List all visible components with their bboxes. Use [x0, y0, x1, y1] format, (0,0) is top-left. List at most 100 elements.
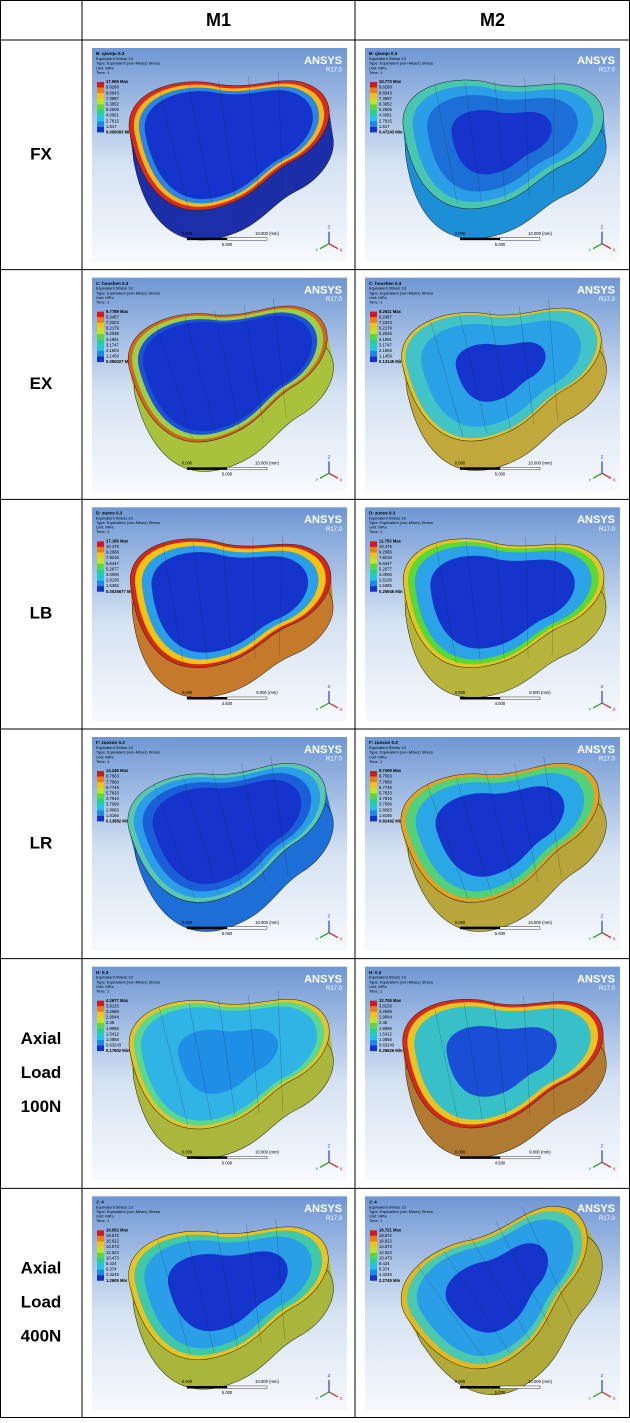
legend-swatch [370, 810, 377, 816]
legend-label: 0.009093 Min [106, 130, 132, 135]
scale-label: 10.000 (mm) [255, 920, 279, 925]
legend-swatch [97, 1012, 104, 1018]
legend-label: 5.2035 [379, 331, 392, 336]
scale-label: 10.000 (mm) [528, 231, 552, 236]
scale-bar [500, 1386, 540, 1389]
legend-label: 1.617 [106, 124, 117, 129]
legend-label: 12.523 [106, 1250, 119, 1255]
legend-swatch [370, 104, 377, 110]
legend-swatch [370, 793, 377, 799]
axis-letter: X [340, 937, 343, 942]
legend-swatch [370, 1045, 377, 1051]
figure-table: M1M2FXB: qianqu 0.3Equivalent Stress 13T… [0, 0, 630, 1418]
legend-label: 3.1747 [379, 342, 392, 347]
legend-swatch [370, 110, 377, 116]
legend-label: 1.5412 [379, 1031, 392, 1036]
legend-label: 0.26626 Min [379, 1048, 403, 1053]
legend-label: 10.476 [379, 544, 392, 549]
legend-swatch [370, 586, 377, 592]
legend-label: 18.672 [379, 1233, 392, 1238]
software-name: ANSYS [304, 55, 342, 67]
legend-label: 4.2677 Max [106, 998, 129, 1003]
legend-swatch [97, 127, 104, 133]
legend-swatch [370, 1034, 377, 1040]
axis-letter: Y [315, 1166, 318, 1171]
axis-letter: Z [601, 1143, 604, 1148]
legend-label: 6.374 [379, 1267, 390, 1272]
axis-letter: Z [601, 1373, 604, 1378]
legend-label: 4.0006 [379, 572, 392, 577]
scale-bar [187, 1156, 227, 1159]
legend-label: 10.473 [106, 1255, 119, 1260]
axis-letter: Y [588, 1166, 591, 1171]
legend-swatch [97, 351, 104, 357]
panel-info: Time: 1 [96, 759, 110, 764]
legend-swatch [97, 121, 104, 127]
legend-label: 6.2179 [106, 326, 119, 331]
legend-label: 8.424 [379, 1261, 390, 1266]
axis-letter: Y [315, 477, 318, 482]
legend-swatch [97, 312, 104, 318]
scale-label: 10.000 (mm) [255, 231, 279, 236]
row-label: EX [30, 374, 53, 393]
legend-label: 4.0061 [106, 113, 119, 118]
legend-label: 4.0061 [379, 113, 392, 118]
legend-label: 8.7563 [106, 774, 119, 779]
legend-label: 10.773 Max [379, 79, 402, 84]
legend-label: 1.1459 [379, 354, 392, 359]
legend-swatch [370, 1264, 377, 1270]
legend-label: 0.13145 Min [379, 359, 403, 364]
scale-label: 5.000 [495, 931, 506, 936]
software-name: ANSYS [304, 744, 342, 756]
legend-swatch [370, 1001, 377, 1007]
legend-swatch [97, 1017, 104, 1023]
axis-letter: X [613, 707, 616, 712]
legend-label: 11.753 Max [379, 538, 402, 543]
legend-label: 9.7789 Max [106, 309, 129, 314]
legend-label: 0.17802 Min [106, 1048, 130, 1053]
axis-letter: Z [328, 914, 331, 919]
axis-letter: Z [328, 1143, 331, 1148]
legend-label: 5.2506 [379, 107, 392, 112]
axis-letter: X [613, 477, 616, 482]
legend-swatch [97, 1029, 104, 1035]
legend-label: 5.2035 [106, 331, 119, 336]
axis-letter: Y [588, 707, 591, 712]
axis-letter: X [613, 1166, 616, 1171]
legend-label: 6.374 [106, 1267, 117, 1272]
axis-letter: X [340, 477, 343, 482]
legend-label: 4.1891 [106, 337, 119, 342]
legend-label: 1.5412 [106, 1031, 119, 1036]
scale-label: 0.000 [455, 1379, 466, 1384]
legend-label: 1.9956 [106, 1026, 119, 1031]
row-label: FX [30, 144, 52, 163]
scale-bar [500, 1156, 540, 1159]
legend-swatch [97, 564, 104, 570]
legend-label: 9.2966 [379, 550, 392, 555]
legend-label: 0.25945 Min [379, 589, 403, 594]
legend-swatch [97, 1264, 104, 1270]
legend-label: 3.2589 [379, 1009, 392, 1014]
legend-swatch [97, 328, 104, 334]
legend-swatch [370, 1275, 377, 1281]
legend-label: 7.9216 [379, 555, 392, 560]
legend-label: 2.9044 [106, 1015, 119, 1020]
legend-label: 0.63243 [379, 1043, 395, 1048]
legend-label: 6.2179 [379, 326, 392, 331]
result-panel: B: qianqu 0.3Equivalent Stress 13Type: E… [92, 48, 347, 262]
legend-swatch [97, 1001, 104, 1007]
axis-letter: X [340, 248, 343, 253]
legend-label: 5.2677 [379, 566, 392, 571]
legend-swatch [370, 345, 377, 351]
axis-letter: X [340, 707, 343, 712]
legend-swatch [97, 1045, 104, 1051]
legend-label: 0.47243 Min [379, 130, 403, 135]
legend-swatch [370, 1012, 377, 1018]
legend-label: 8.2467 [379, 314, 392, 319]
scale-bar [227, 467, 267, 470]
scale-label: 10.000 (mm) [528, 920, 552, 925]
legend-swatch [370, 1230, 377, 1236]
legend-label: 6.3952 [106, 102, 119, 107]
software-version: R17.0 [326, 297, 343, 303]
